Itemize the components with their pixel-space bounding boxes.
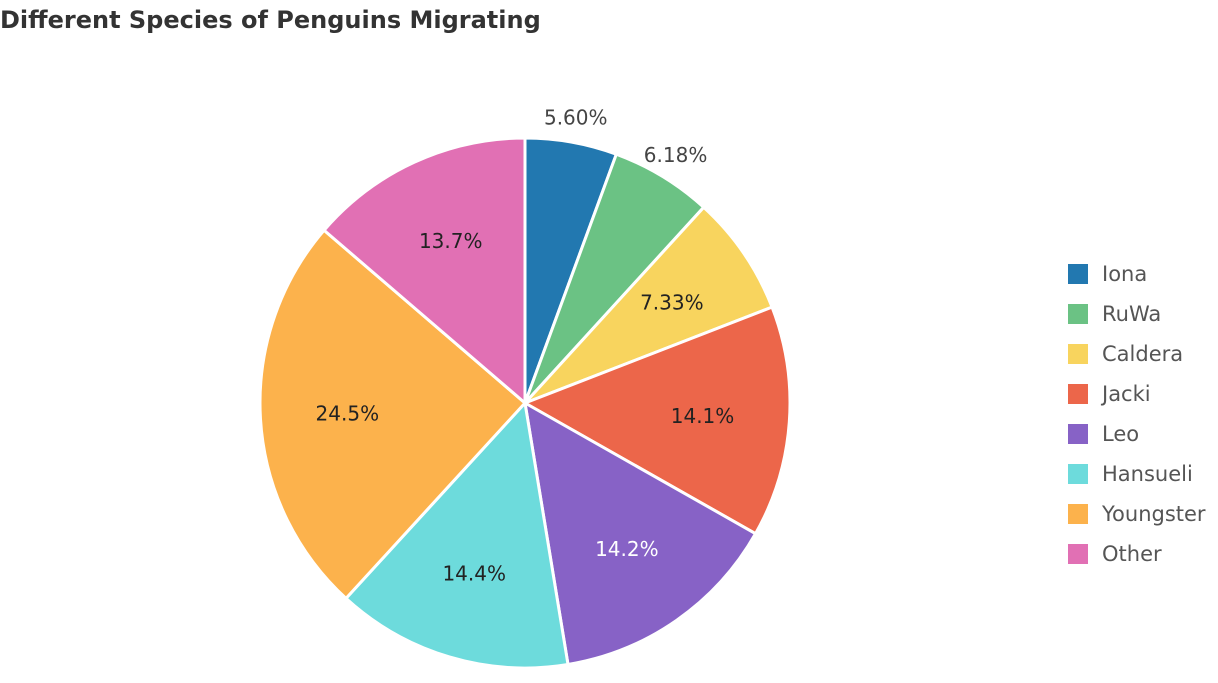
legend-label: Other [1102, 542, 1162, 566]
data-label-youngster: 24.5% [316, 402, 380, 426]
legend-label: Iona [1102, 262, 1148, 286]
legend-label: Youngster [1102, 502, 1206, 526]
legend-label: RuWa [1102, 302, 1162, 326]
legend-label: Hansueli [1102, 462, 1193, 486]
chart-legend: Iona RuWa Caldera Jacki Leo Hansueli Youngster… [1068, 254, 1206, 574]
legend-swatch [1068, 464, 1088, 484]
pie-slice-hansueli[interactable] [344, 401, 570, 670]
legend-swatch [1068, 344, 1088, 364]
legend-swatch [1068, 504, 1088, 524]
data-label-iona: 5.60% [544, 105, 608, 129]
legend-label: Leo [1102, 422, 1140, 446]
pie-data-labels: 5.60% 6.18% 7.33% 14.1% 14.2% 14.4% 24.5% 13.7% [316, 105, 735, 585]
legend-item-caldera[interactable]: Caldera [1068, 334, 1206, 374]
data-label-caldera: 7.33% [640, 290, 704, 314]
data-label-jacki: 14.1% [671, 404, 735, 428]
legend-swatch [1068, 304, 1088, 324]
legend-item-other[interactable]: Other [1068, 534, 1206, 574]
legend-item-hansueli[interactable]: Hansueli [1068, 454, 1206, 494]
chart-title: Different Species of Penguins Migrating [0, 6, 541, 34]
pie-slice-caldera[interactable] [523, 205, 774, 405]
pie-slice-youngster[interactable] [258, 228, 527, 600]
data-label-leo: 14.2% [595, 537, 659, 561]
legend-item-ruwa[interactable]: RuWa [1068, 294, 1206, 334]
legend-swatch [1068, 264, 1088, 284]
data-label-other: 13.7% [419, 229, 483, 253]
legend-swatch [1068, 384, 1088, 404]
legend-swatch [1068, 544, 1088, 564]
legend-item-leo[interactable]: Leo [1068, 414, 1206, 454]
legend-item-jacki[interactable]: Jacki [1068, 374, 1206, 414]
data-label-hansueli: 14.4% [442, 562, 506, 586]
pie-slice-jacki[interactable] [523, 305, 792, 536]
pie-slice-leo[interactable] [523, 401, 758, 666]
legend-label: Caldera [1102, 342, 1184, 366]
legend-label: Jacki [1102, 382, 1151, 406]
pie-slice-other[interactable] [322, 136, 527, 405]
pie-slices [258, 136, 792, 670]
data-label-ruwa: 6.18% [644, 143, 708, 167]
legend-item-iona[interactable]: Iona [1068, 254, 1206, 294]
legend-swatch [1068, 424, 1088, 444]
legend-item-youngster[interactable]: Youngster [1068, 494, 1206, 534]
